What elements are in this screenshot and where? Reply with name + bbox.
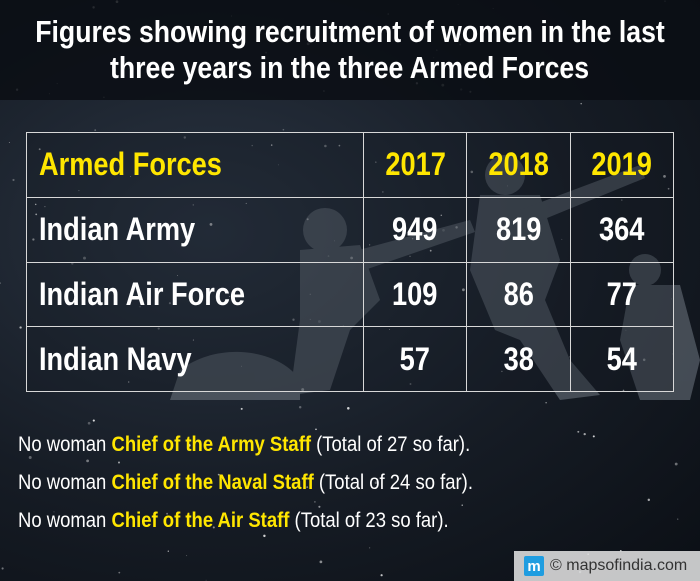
row-label-indian-navy: Indian Navy [26, 326, 364, 392]
star [369, 547, 371, 549]
star [240, 407, 243, 410]
star [28, 456, 32, 459]
cell-navy-2019: 54 [569, 326, 675, 392]
star [92, 419, 95, 422]
star [87, 421, 91, 425]
note-text: No woman [18, 433, 112, 456]
header-2019: 2019 [569, 132, 675, 198]
star [647, 498, 651, 502]
star [53, 511, 55, 513]
star [319, 560, 323, 564]
cell-army-2019: 364 [569, 196, 675, 263]
star [461, 504, 463, 506]
note-text: No woman [18, 471, 112, 494]
cell-army-2018: 819 [466, 196, 571, 263]
star [187, 444, 191, 447]
row-label-indian-army: Indian Army [26, 196, 364, 263]
star [86, 459, 89, 463]
table-row: Indian Air Force 109 86 77 [26, 261, 675, 328]
note-text: (Total of 23 so far). [289, 509, 449, 532]
star [352, 439, 355, 442]
note-air-chief: No woman Chief of the Air Staff (Total o… [18, 502, 616, 540]
star [117, 461, 121, 464]
star [282, 128, 285, 131]
cell-navy-2018: 38 [466, 326, 571, 392]
note-text: (Total of 27 so far). [310, 433, 471, 456]
star [314, 501, 316, 503]
star [298, 405, 302, 409]
mapsofindia-logo-icon: m [524, 556, 544, 576]
star [94, 129, 97, 132]
star [8, 141, 10, 144]
header-2017: 2017 [362, 132, 468, 198]
star [674, 462, 678, 466]
branding-bar: m © mapsofindia.com [514, 551, 700, 581]
note-highlight: Chief of the Air Staff [111, 509, 290, 532]
recruitment-table: Armed Forces 2017 2018 2019 Indian Army … [26, 132, 675, 392]
star [315, 428, 317, 431]
star [166, 512, 169, 515]
star [19, 326, 22, 329]
title-line-2: three years in the three Armed Forces [110, 50, 590, 85]
star [583, 432, 586, 436]
notes-section: No woman Chief of the Army Staff (Total … [18, 426, 698, 540]
star [347, 407, 350, 410]
title-banner: Figures showing recruitment of women in … [0, 0, 700, 100]
star [592, 435, 595, 438]
note-naval-chief: No woman Chief of the Naval Staff (Total… [18, 464, 616, 502]
star [1, 567, 4, 570]
star [380, 574, 383, 577]
star [212, 526, 215, 529]
header-2018: 2018 [466, 132, 571, 198]
star [545, 402, 547, 404]
star [217, 473, 220, 476]
title-line-1: Figures showing recruitment of women in … [35, 14, 665, 49]
note-text: No woman [18, 509, 112, 532]
table-header-row: Armed Forces 2017 2018 2019 [26, 132, 675, 198]
cell-airforce-2017: 109 [362, 261, 468, 328]
star [118, 571, 121, 574]
note-text: (Total of 24 so far). [313, 471, 473, 494]
star [263, 534, 266, 538]
star [580, 102, 582, 105]
star [677, 518, 679, 520]
header-armed-forces: Armed Forces [26, 132, 364, 198]
note-army-chief: No woman Chief of the Army Staff (Total … [18, 426, 616, 464]
cell-army-2017: 949 [362, 196, 468, 263]
star [186, 555, 188, 557]
star [374, 481, 378, 485]
row-label-indian-air-force: Indian Air Force [26, 261, 364, 328]
star [205, 579, 207, 581]
star [167, 550, 169, 552]
star [318, 505, 321, 508]
branding-text: © mapsofindia.com [550, 557, 688, 574]
note-highlight: Chief of the Naval Staff [111, 471, 314, 494]
note-highlight: Chief of the Army Staff [111, 433, 311, 456]
cell-navy-2017: 57 [362, 326, 468, 392]
table-row: Indian Army 949 819 364 [26, 196, 675, 263]
star [577, 430, 580, 433]
cell-airforce-2019: 77 [569, 261, 675, 328]
star [12, 178, 15, 182]
cell-airforce-2018: 86 [466, 261, 571, 328]
table-row: Indian Navy 57 38 54 [26, 326, 675, 392]
star [306, 486, 309, 488]
star [0, 282, 1, 284]
